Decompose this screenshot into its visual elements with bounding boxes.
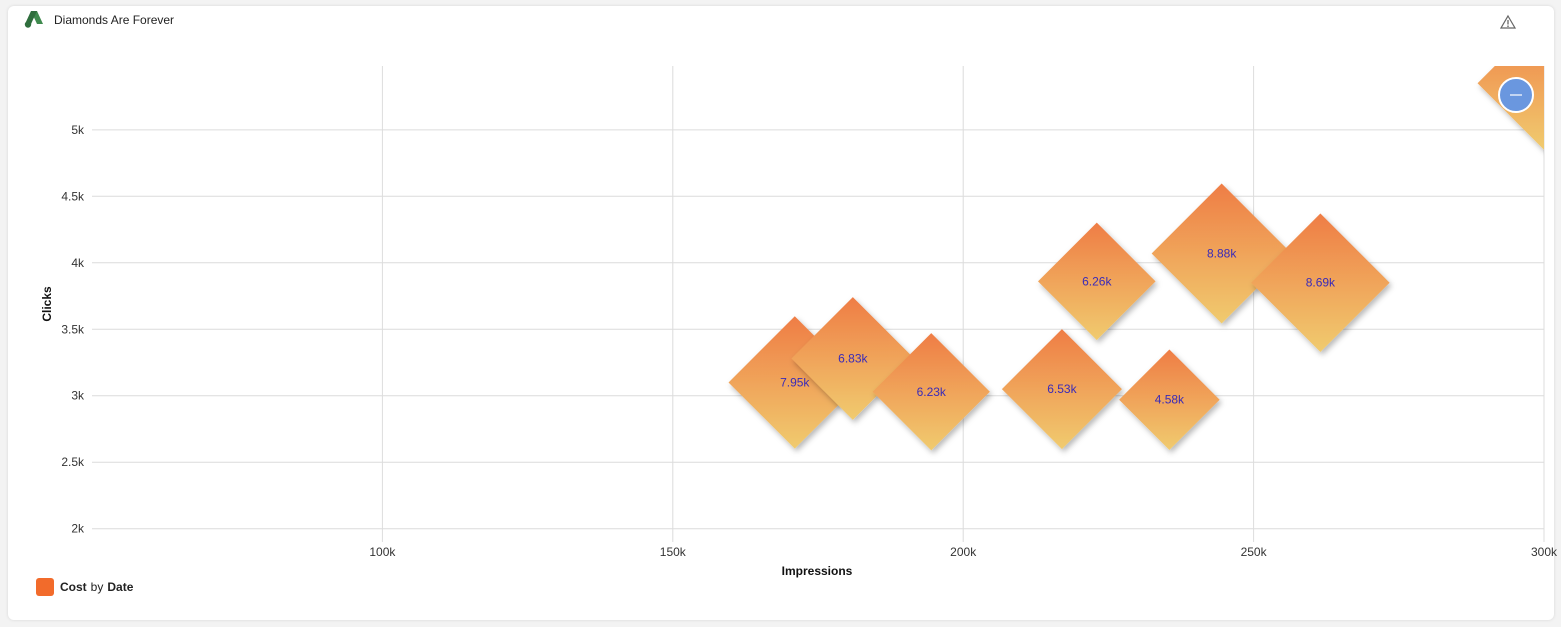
- data-label: 6.26k: [1082, 274, 1112, 288]
- x-tick-label: 300k: [1531, 545, 1558, 559]
- y-tick-label: 2k: [71, 522, 85, 536]
- y-tick-label: 4.5k: [61, 189, 85, 203]
- diamond-marker: [872, 333, 990, 451]
- data-point[interactable]: 6.53k: [1001, 329, 1122, 450]
- diamond-marker: [1151, 183, 1292, 324]
- diamond-marker: [1119, 349, 1220, 451]
- y-tick-label: 3k: [71, 389, 85, 403]
- data-label: 7.95k: [780, 375, 810, 389]
- data-label: 8.69k: [1306, 276, 1336, 290]
- legend-swatch: [36, 578, 54, 596]
- data-label: 8.88k: [1207, 246, 1237, 260]
- y-tick-label: 2.5k: [61, 455, 85, 469]
- x-tick-label: 100k: [369, 545, 396, 559]
- x-tick-label: 200k: [950, 545, 977, 559]
- collapse-button[interactable]: [1498, 77, 1534, 113]
- legend-measure: Cost: [60, 580, 87, 594]
- data-point[interactable]: 8.69k: [1251, 213, 1390, 352]
- chart-title: Diamonds Are Forever: [54, 13, 175, 27]
- y-tick-label: 3.5k: [61, 322, 85, 336]
- y-tick-label: 4k: [71, 256, 85, 270]
- data-label: 4.58k: [1155, 393, 1185, 407]
- google-ads-logo-icon: [24, 11, 43, 28]
- legend[interactable]: Cost by Date: [36, 577, 133, 597]
- x-tick-label: 250k: [1241, 545, 1268, 559]
- diamond-marker: [1251, 213, 1390, 352]
- data-point[interactable]: 4.58k: [1119, 349, 1220, 451]
- legend-by: by: [90, 580, 104, 594]
- warning-icon[interactable]: [1500, 14, 1516, 30]
- y-tick-label: 5k: [71, 123, 85, 137]
- data-label: 6.23k: [917, 385, 947, 399]
- x-axis-title: Impressions: [782, 564, 853, 578]
- data-label: 6.83k: [838, 352, 868, 366]
- legend-dimension: Date: [107, 580, 134, 594]
- diamond-marker: [1038, 222, 1156, 341]
- data-label: 6.53k: [1047, 382, 1077, 396]
- data-point[interactable]: 6.26k: [1038, 222, 1156, 341]
- data-point[interactable]: 6.23k: [872, 333, 990, 451]
- data-point[interactable]: 8.88k: [1151, 183, 1292, 324]
- y-axis-title: Clicks: [40, 286, 54, 322]
- diamond-marker: [1001, 329, 1122, 450]
- x-tick-label: 150k: [660, 545, 687, 559]
